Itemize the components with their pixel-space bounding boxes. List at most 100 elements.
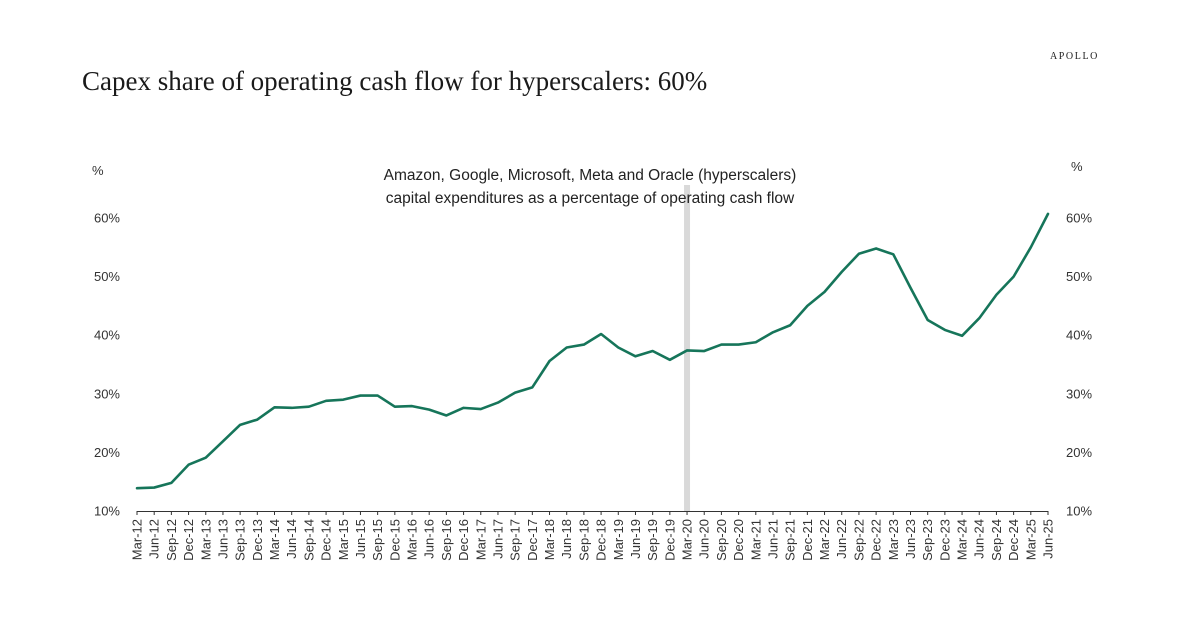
x-tick-label: Mar-14 bbox=[267, 519, 282, 560]
y-tick-label-right: 10% bbox=[1066, 504, 1092, 519]
x-tick-label: Mar-20 bbox=[680, 519, 695, 560]
data-point bbox=[170, 482, 173, 485]
data-point bbox=[840, 271, 843, 274]
x-tick-label: Mar-23 bbox=[886, 519, 901, 560]
y-tick-label-right: 30% bbox=[1066, 386, 1092, 401]
right-axis-unit: % bbox=[1071, 159, 1083, 174]
x-tick-label: Mar-16 bbox=[405, 519, 420, 560]
x-tick-label: Mar-25 bbox=[1023, 519, 1038, 560]
x-tick-label: Jun-23 bbox=[903, 519, 918, 559]
x-tick-label: Dec-18 bbox=[594, 519, 609, 561]
chart-title: Capex share of operating cash flow for h… bbox=[82, 66, 708, 96]
data-point bbox=[583, 343, 586, 346]
y-tick-label-left: 20% bbox=[94, 445, 120, 460]
data-point bbox=[823, 291, 826, 294]
x-tick-label: Dec-20 bbox=[731, 519, 746, 561]
data-point bbox=[1047, 213, 1050, 216]
data-point bbox=[187, 463, 190, 466]
y-tick-label-left: 60% bbox=[94, 211, 120, 226]
data-point bbox=[944, 329, 947, 332]
data-point bbox=[737, 343, 740, 346]
data-point bbox=[651, 350, 654, 353]
brand-logo: APOLLO bbox=[1049, 51, 1099, 62]
x-tick-label: Sep-21 bbox=[783, 519, 798, 561]
x-tick-label: Jun-18 bbox=[559, 519, 574, 559]
y-tick-label-right: 50% bbox=[1066, 269, 1092, 284]
data-point bbox=[239, 424, 242, 427]
x-tick-label: Dec-15 bbox=[387, 519, 402, 561]
x-tick-label: Dec-14 bbox=[319, 519, 334, 561]
x-tick-label: Jun-20 bbox=[697, 519, 712, 559]
data-point bbox=[669, 359, 672, 362]
data-point bbox=[428, 408, 431, 411]
x-tick-label: Mar-24 bbox=[955, 519, 970, 560]
x-tick-label: Sep-20 bbox=[714, 519, 729, 561]
data-point bbox=[875, 247, 878, 250]
y-tick-label-right: 20% bbox=[1066, 445, 1092, 460]
x-tick-label: Jun-13 bbox=[215, 519, 230, 559]
data-point bbox=[720, 343, 723, 346]
x-tick-label: Mar-17 bbox=[473, 519, 488, 560]
y-tick-label-left: 40% bbox=[94, 328, 120, 343]
data-point bbox=[961, 334, 964, 337]
x-tick-label: Dec-24 bbox=[1006, 519, 1021, 561]
data-point bbox=[445, 414, 448, 417]
data-point bbox=[772, 331, 775, 334]
data-point bbox=[995, 293, 998, 296]
y-tick-label-left: 30% bbox=[94, 386, 120, 401]
x-tick-label: Sep-22 bbox=[851, 519, 866, 561]
data-point bbox=[222, 440, 225, 443]
data-point bbox=[1030, 246, 1033, 249]
y-tick-label-left: 10% bbox=[94, 504, 120, 519]
data-point bbox=[565, 346, 568, 349]
x-tick-label: Sep-13 bbox=[233, 519, 248, 561]
x-tick-label: Sep-14 bbox=[301, 519, 316, 561]
data-point bbox=[634, 355, 637, 358]
data-point bbox=[204, 456, 207, 459]
x-tick-label: Dec-12 bbox=[181, 519, 196, 561]
data-point bbox=[153, 486, 156, 489]
series-points bbox=[136, 213, 1050, 490]
x-axis: Mar-12 Jun-12 Sep-12 Dec-12 Mar-13 Jun-13 Sep-… bbox=[130, 511, 1056, 561]
y-tick-label-right: 60% bbox=[1066, 211, 1092, 226]
data-point bbox=[497, 401, 500, 404]
data-point bbox=[531, 386, 534, 389]
x-tick-label: Jun-15 bbox=[353, 519, 368, 559]
x-tick-label: Dec-19 bbox=[662, 519, 677, 561]
x-tick-label: Jun-22 bbox=[834, 519, 849, 559]
x-tick-label: Mar-22 bbox=[817, 519, 832, 560]
data-point bbox=[548, 360, 551, 363]
x-tick-label: Sep-16 bbox=[439, 519, 454, 561]
x-tick-label: Jun-25 bbox=[1041, 519, 1056, 559]
data-point bbox=[290, 407, 293, 410]
x-tick-label: Sep-12 bbox=[164, 519, 179, 561]
x-tick-label: Dec-22 bbox=[869, 519, 884, 561]
x-tick-label: Dec-21 bbox=[800, 519, 815, 561]
data-point bbox=[754, 341, 757, 344]
data-point bbox=[136, 487, 139, 490]
data-point bbox=[376, 394, 379, 397]
right-y-axis: 10% 20% 30% 40% 50% 60% bbox=[1066, 211, 1092, 519]
data-point bbox=[703, 350, 706, 353]
data-point bbox=[411, 405, 414, 408]
x-tick-label: Jun-24 bbox=[972, 519, 987, 559]
x-tick-label: Dec-17 bbox=[525, 519, 540, 561]
x-tick-label: Jun-21 bbox=[765, 519, 780, 559]
x-tick-label: Dec-23 bbox=[937, 519, 952, 561]
series-line bbox=[135, 212, 1050, 490]
data-point bbox=[858, 252, 861, 255]
data-point bbox=[909, 286, 912, 289]
x-tick-label: Jun-17 bbox=[490, 519, 505, 559]
data-point bbox=[342, 398, 345, 401]
data-point bbox=[1012, 275, 1015, 278]
x-tick-label: Mar-13 bbox=[198, 519, 213, 560]
data-point bbox=[273, 406, 276, 409]
x-tick-label: Sep-18 bbox=[576, 519, 591, 561]
shaded-period-band bbox=[684, 185, 691, 511]
data-point bbox=[926, 319, 929, 322]
y-tick-label-left: 50% bbox=[94, 269, 120, 284]
x-tick-label: Sep-17 bbox=[508, 519, 523, 561]
data-point bbox=[806, 305, 809, 308]
x-tick-label: Mar-18 bbox=[542, 519, 557, 560]
